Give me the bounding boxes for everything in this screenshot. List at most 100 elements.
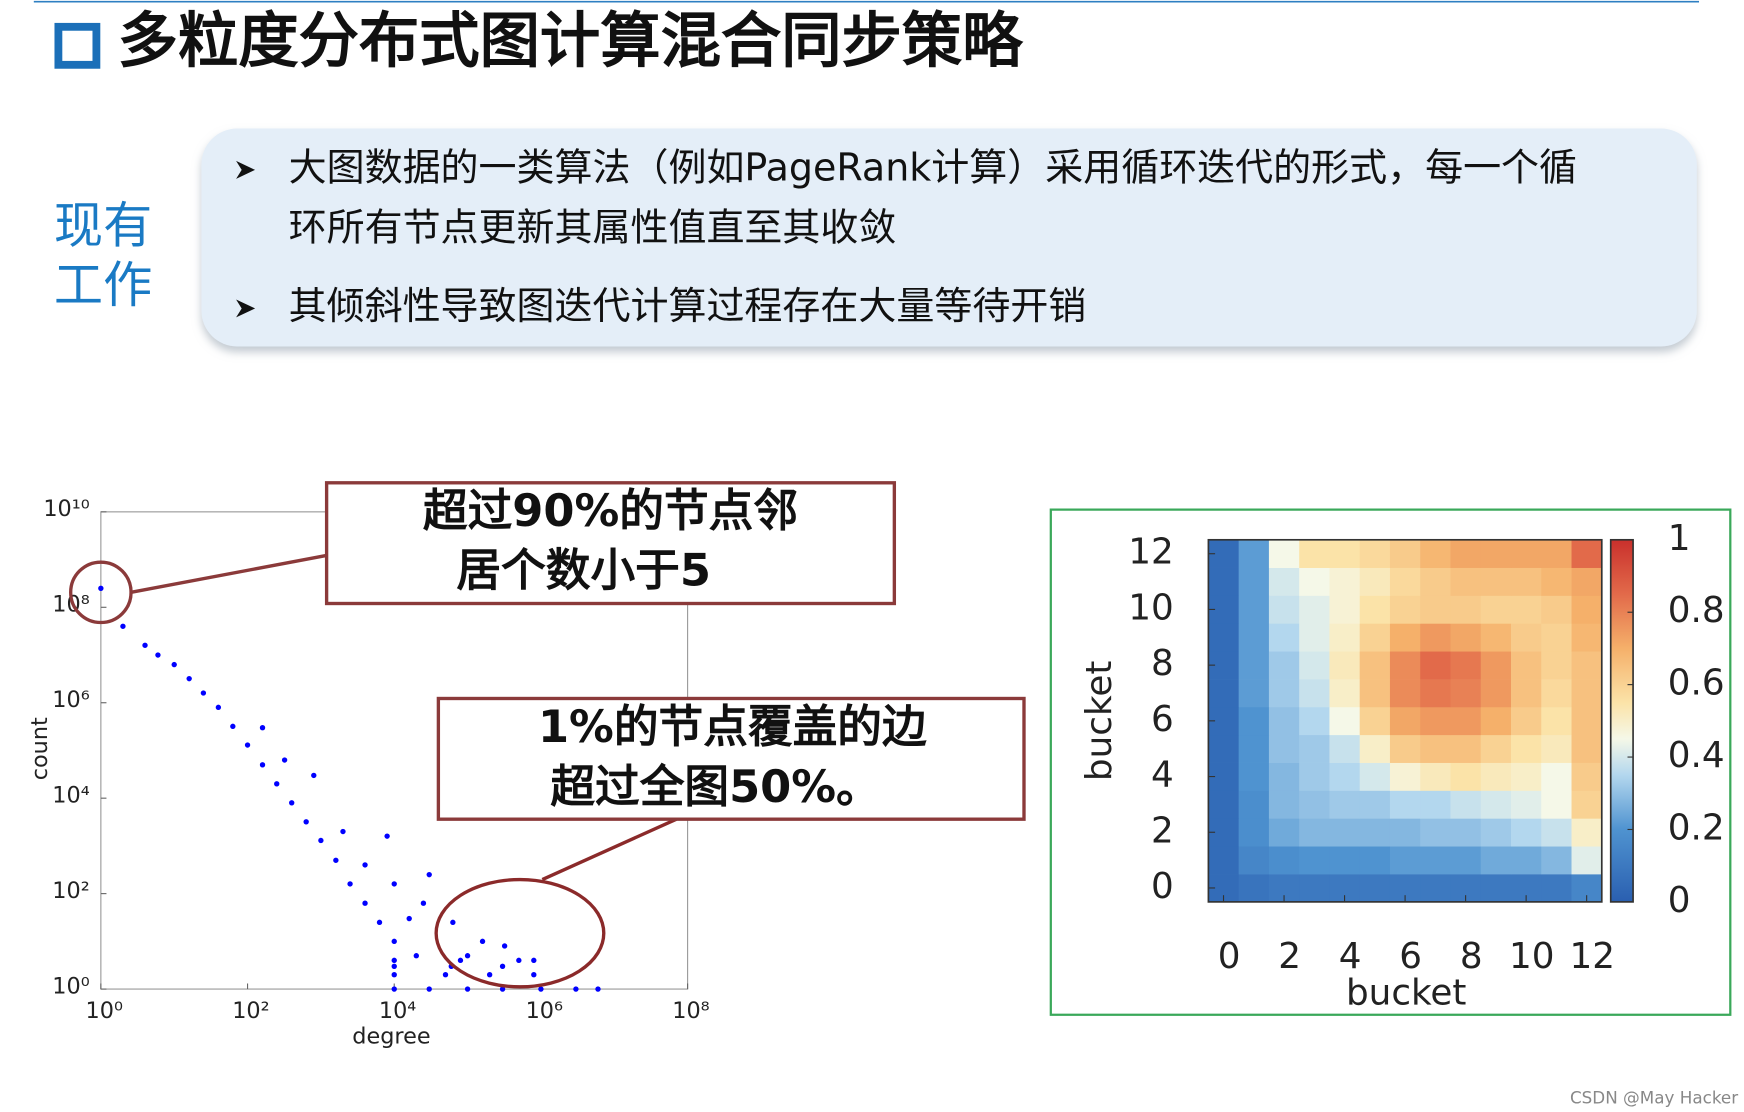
heat-cell <box>1389 818 1421 847</box>
heat-cell <box>1359 762 1391 791</box>
bullet-text: 大图数据的一类算法（例如PageRank计算）采用循环迭代的形式，每一个循 <box>289 145 1577 189</box>
x-tick-label: 6 <box>1399 936 1422 977</box>
data-point <box>391 957 397 964</box>
data-point <box>318 837 324 844</box>
callout-box <box>324 481 897 606</box>
heat-cell <box>1208 623 1239 652</box>
callout-text: 1%的节点覆盖的边 <box>538 701 927 753</box>
data-point <box>384 833 390 839</box>
heat-cell <box>1450 679 1482 708</box>
data-point <box>516 957 522 964</box>
data-point <box>289 800 295 806</box>
bullet-marker <box>236 299 256 318</box>
data-point <box>464 986 471 992</box>
data-point <box>442 972 449 978</box>
heat-cell <box>1450 539 1482 568</box>
heat-cell <box>1511 846 1542 875</box>
heat-cell <box>1420 539 1451 568</box>
x-axis-label: degree <box>352 1024 430 1050</box>
heat-cell <box>1359 623 1391 652</box>
heat-cell <box>1541 790 1572 819</box>
heat-cell <box>1238 595 1270 624</box>
heat-cell <box>1420 595 1451 624</box>
y-tick-label: 10⁶ <box>52 687 89 713</box>
heat-cell <box>1389 623 1421 652</box>
heat-cell <box>1511 679 1542 708</box>
heat-cell <box>1480 651 1512 680</box>
heat-cell <box>1238 567 1270 596</box>
heat-cell <box>1208 790 1239 819</box>
heat-cell <box>1208 846 1239 875</box>
colorbar-tick-label: 0.2 <box>1668 807 1725 848</box>
x-tick-label: 10⁴ <box>379 998 416 1024</box>
data-point <box>362 900 368 906</box>
data-point <box>426 871 432 878</box>
heat-cell <box>1511 734 1542 763</box>
heat-cell <box>1208 734 1239 763</box>
x-tick-label: 2 <box>1278 936 1301 977</box>
heat-cell <box>1268 567 1300 596</box>
y-tick-label: 10⁰ <box>52 973 89 999</box>
heat-cell <box>1268 818 1300 847</box>
heat-cell <box>1329 762 1361 791</box>
heat-cell <box>1238 623 1270 652</box>
y-axis-label: count <box>27 717 53 780</box>
watermark: CSDN @May Hacker <box>1570 1088 1738 1108</box>
data-point <box>531 957 537 964</box>
heat-cell <box>1299 651 1330 680</box>
data-point <box>274 781 280 787</box>
heat-cell <box>1268 595 1300 624</box>
heat-cell <box>1541 539 1572 568</box>
data-point <box>391 972 397 978</box>
heat-cell <box>1208 567 1239 596</box>
callout-2: 1%的节点覆盖的边 超过全图50%。 <box>434 696 1026 989</box>
x-tick-label: 12 <box>1569 936 1615 977</box>
data-point <box>573 986 579 992</box>
y-tick-label: 10¹⁰ <box>43 496 89 522</box>
heat-cell <box>1511 567 1542 596</box>
heat-cell <box>1480 679 1512 708</box>
data-point <box>391 986 397 992</box>
data-point <box>186 675 192 682</box>
colorbar-tick-label: 1 <box>1668 518 1691 559</box>
heat-cell <box>1268 651 1300 680</box>
heat-cell <box>1389 651 1421 680</box>
heat-cell <box>1359 874 1391 903</box>
heat-cell <box>1299 790 1330 819</box>
heat-cell <box>1571 762 1603 791</box>
heat-cell <box>1299 623 1330 652</box>
heat-cell <box>1511 818 1542 847</box>
sidebar-label: 工作 <box>54 256 152 314</box>
heat-cell <box>1480 846 1512 875</box>
heat-cell <box>1299 706 1330 736</box>
heat-cell <box>1420 706 1451 736</box>
y-tick-label: 2 <box>1151 810 1174 851</box>
heat-cell <box>1329 623 1361 652</box>
heat-cell <box>1299 818 1330 847</box>
heat-cell <box>1299 846 1330 875</box>
heat-cell <box>1299 679 1330 708</box>
heat-cell <box>1359 595 1391 624</box>
heat-cell <box>1420 651 1451 680</box>
heat-cell <box>1329 790 1361 819</box>
heat-cell <box>1450 790 1482 819</box>
heat-cell <box>1329 595 1361 624</box>
heat-cell <box>1299 874 1330 903</box>
heat-cell <box>1238 874 1270 903</box>
heat-cell <box>1359 651 1391 680</box>
heat-cell <box>1420 874 1451 903</box>
data-point <box>595 986 601 992</box>
bullet-text: 其倾斜性导致图迭代计算过程存在大量等待开销 <box>289 284 1087 328</box>
data-point <box>281 757 288 763</box>
y-tick-label: 10⁴ <box>52 782 89 808</box>
heat-cell <box>1329 539 1361 568</box>
heat-cell <box>1480 623 1512 652</box>
heat-cell <box>1420 679 1451 708</box>
heat-cell <box>1511 539 1542 568</box>
data-point <box>420 900 427 906</box>
callout-text: 超过90%的节点邻 <box>423 485 798 537</box>
heat-cell <box>1420 818 1451 847</box>
heat-cell <box>1389 595 1421 624</box>
connector <box>541 817 678 882</box>
